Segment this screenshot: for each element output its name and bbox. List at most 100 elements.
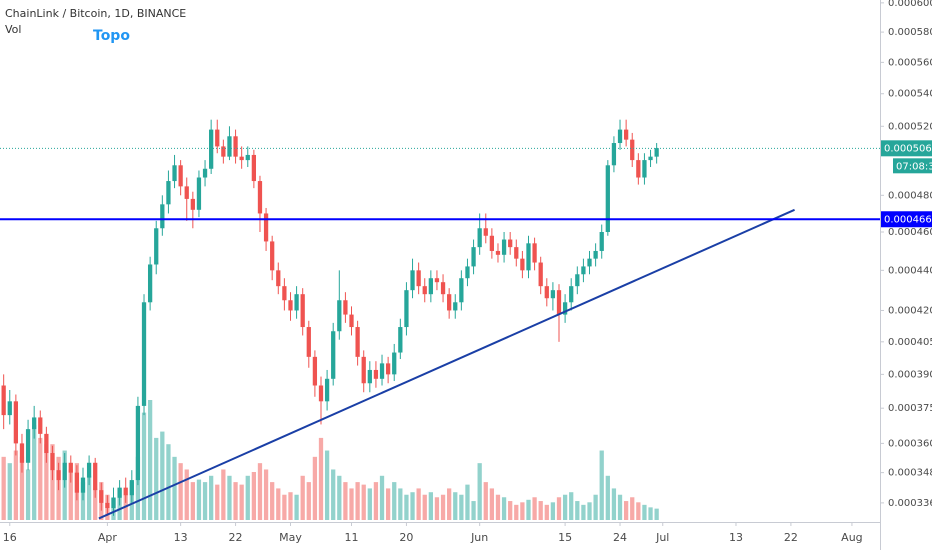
volume-bar [605,475,610,520]
x-tick-label: 22 [229,531,243,544]
candle-body [410,270,415,291]
volume-bar [556,497,562,520]
y-tick-label: 0.00033600 [888,498,932,509]
volume-bar [581,504,586,520]
volume-layer [1,400,659,520]
candle-body [154,228,159,265]
volume-bar [648,507,653,520]
candle-body [343,300,348,315]
volume-bar [465,484,470,520]
candle-body [654,148,659,157]
candle-body [251,154,257,182]
volume-bar [282,494,287,520]
candle-body [392,352,397,375]
volume-bar [141,412,147,520]
volume-bar [288,492,293,520]
candle-body [294,294,299,311]
volume-bar [166,444,171,520]
candle-body [312,356,318,386]
y-tick-label: 0.00040500 [888,337,932,348]
candle-body [361,356,366,384]
volume-bar [355,482,360,520]
candle-layer [1,119,659,516]
candle-body [636,160,641,178]
volume-bar [428,492,433,520]
candle-body [599,232,604,251]
y-tick-label: 0.00039000 [888,369,932,380]
volume-bar [514,504,519,520]
candle-body [13,401,19,444]
candle-body [514,247,519,259]
volume-bar [617,494,623,520]
volume-bar [172,456,177,520]
volume-bar [86,475,92,520]
volume-bar [306,482,311,520]
candle-body [141,302,147,406]
candle-body [147,264,153,303]
candle-body [556,290,562,315]
volume-bar [392,482,397,520]
candle-body [86,462,92,478]
volume-bar [209,475,214,520]
price-label-box [881,140,932,157]
y-tick-label: 0.00060000 [888,0,932,9]
volume-bar [373,482,379,520]
x-tick-label: 13 [174,531,188,544]
price-label: 0.00050688 [884,143,932,154]
candle-body [623,129,629,140]
volume-bar [447,488,452,520]
y-tick-label: 0.00037500 [888,403,932,414]
candle-body [532,243,537,263]
candle-body [270,241,275,271]
candle-body [74,472,80,493]
volume-bar [349,488,354,520]
volume-bar [422,494,427,520]
volume-bar [312,456,318,520]
candle-body [245,154,250,161]
candle-body [62,462,67,481]
volume-bar [630,497,635,520]
volume-bar [642,504,647,520]
candle-body [465,266,470,279]
candle-body [50,453,55,471]
candle-body [544,286,549,299]
volume-bar [93,488,98,520]
volume-bar [300,475,305,520]
candle-body [508,239,513,248]
volume-bar [190,482,195,520]
x-tick-label: Jul [655,531,669,544]
volume-bar [239,484,244,520]
volume-bar [178,463,183,520]
volume-bar [544,504,549,520]
candle-body [373,369,379,379]
candle-body [404,290,409,328]
x-tick-label: 11 [345,531,359,544]
candle-body [111,497,116,509]
candle-body [324,378,330,402]
y-tick-label: 0.00042000 [888,305,932,316]
candle-body [416,270,421,287]
candle-body [355,327,360,357]
candle-body [318,385,324,402]
volume-bar [593,494,598,520]
candle-body [215,129,220,147]
volume-bar [68,469,73,520]
volume-bar [471,501,476,520]
volume-bar [495,494,501,520]
candle-body [605,165,610,233]
volume-bar [508,501,513,520]
volume-bar [636,502,641,520]
y-tick-label: 0.00048000 [888,190,932,201]
volume-bar [440,494,446,520]
candle-body [526,243,531,271]
candle-body [471,247,476,267]
candle-body [202,168,208,178]
candle-body [178,165,183,187]
volume-bar [434,497,440,520]
candle-body [520,258,525,271]
candle-body [648,156,653,161]
volume-bar [501,497,507,520]
volume-bar [245,475,250,520]
candle-body [306,327,311,357]
volume-bar [19,456,25,520]
